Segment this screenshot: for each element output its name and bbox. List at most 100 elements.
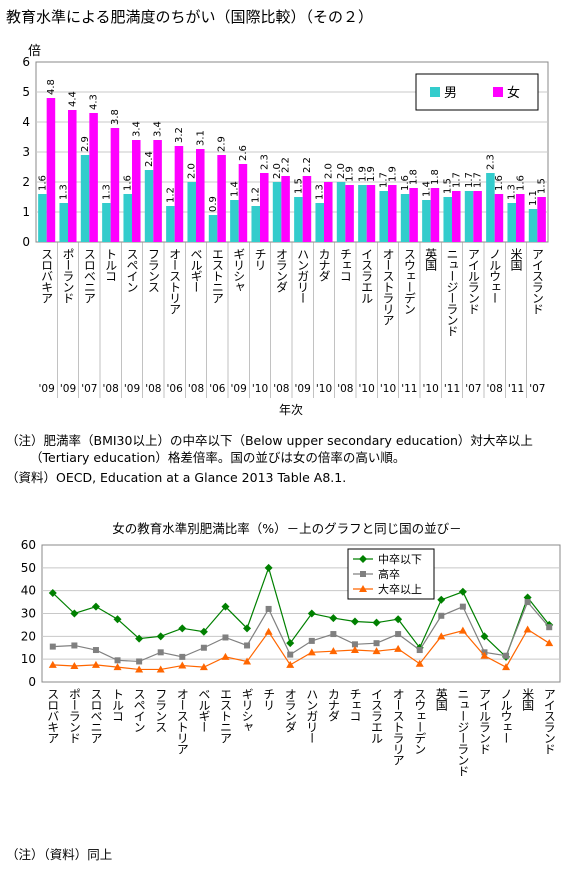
- line-category-label: オーストリア: [175, 688, 189, 755]
- y-tick-label: 0: [22, 235, 30, 249]
- category-label: スロバキア: [40, 248, 54, 304]
- legend-swatch-male: [430, 87, 440, 97]
- year-label: '07: [465, 383, 481, 395]
- note-line-2: （Tertiary education）格差倍率。国の並びは女の倍率の高い順。: [30, 450, 406, 465]
- bar-female: [537, 197, 546, 242]
- line-y-tick-label: 10: [21, 652, 36, 666]
- category-label: スペイン: [125, 248, 139, 292]
- bar-value-label: 1.2: [251, 187, 262, 203]
- note-line-1: （注）肥満率（BMI30以上）の中卒以下（Below upper seconda…: [6, 433, 533, 448]
- bar-male: [123, 194, 132, 242]
- bar-value-label: 1.3: [59, 184, 70, 200]
- line-category-label: アイスランド: [542, 688, 556, 754]
- bar-male: [358, 185, 367, 242]
- marker-triangle: [286, 660, 295, 668]
- bar-male: [80, 155, 90, 242]
- category-label: アイスランド: [530, 248, 544, 314]
- bar-female: [516, 194, 525, 242]
- bar-male: [379, 191, 388, 242]
- bar-male: [166, 206, 175, 242]
- category-label: カナダ: [317, 248, 331, 282]
- line-category-label: ノルウェー: [499, 688, 513, 743]
- bar-value-label: 1.7: [379, 172, 390, 188]
- bar-value-label: 1.6: [37, 175, 48, 191]
- marker-triangle: [178, 661, 187, 669]
- marker-triangle: [91, 660, 100, 668]
- marker-triangle: [113, 663, 122, 671]
- marker-triangle: [359, 585, 367, 592]
- bar-female: [452, 191, 461, 242]
- marker-square: [92, 647, 99, 654]
- bar-value-label: 4.8: [46, 79, 57, 95]
- line-y-tick-label: 0: [28, 675, 36, 689]
- line-category-label: スウェーデン: [413, 688, 427, 754]
- bar-value-label: 1.7: [464, 172, 475, 188]
- bar-female: [366, 185, 376, 242]
- line-category-label: ニュージーランド: [456, 688, 470, 776]
- bar-value-label: 1.3: [507, 184, 518, 200]
- bar-female: [302, 176, 312, 242]
- marker-triangle: [264, 627, 273, 635]
- y-tick-label: 2: [22, 175, 30, 189]
- bar-male: [464, 191, 474, 242]
- bar-male: [272, 182, 282, 242]
- year-label: '06: [209, 383, 226, 395]
- marker-diamond: [286, 639, 295, 648]
- y-axis-unit: 倍: [28, 44, 41, 59]
- marker-diamond: [458, 587, 467, 596]
- marker-diamond: [178, 624, 187, 633]
- year-label: '11: [508, 383, 524, 395]
- source-note: （資料）OECD, Education at a Glance 2013 Tab…: [6, 470, 347, 485]
- bar-value-label: 1.1: [528, 190, 539, 206]
- bar-female: [281, 176, 290, 242]
- year-label: '10: [252, 383, 268, 395]
- line-category-label: オーストラリア: [391, 688, 405, 766]
- bar-value-label: 4.4: [67, 91, 78, 107]
- bar-value-label: 4.3: [89, 94, 100, 110]
- legend: 男女: [415, 73, 539, 111]
- marker-diamond: [264, 563, 273, 572]
- bar-value-label: 1.3: [101, 184, 112, 200]
- y-tick-label: 3: [22, 145, 30, 159]
- bar-value-label: 1.7: [473, 172, 484, 188]
- marker-diamond: [359, 555, 367, 563]
- bar-value-label: 2.3: [485, 154, 496, 170]
- marker-square: [287, 651, 294, 658]
- marker-triangle: [523, 625, 532, 633]
- year-label: '09: [231, 383, 247, 395]
- bar-value-label: 1.9: [366, 166, 377, 182]
- bar-chart: 0 1 2 3 4 5 6倍 1.6 4.8 スロバキア '09 1.3 4.4 ポーランド '09 2.9 4…: [22, 44, 549, 417]
- line-category-label: ハンガリー: [305, 688, 319, 743]
- bar-value-label: 1.9: [357, 166, 368, 182]
- category-label: ギリシャ: [232, 248, 246, 292]
- bar-male: [102, 203, 111, 242]
- y-tick-label: 4: [22, 115, 30, 129]
- marker-square: [222, 634, 229, 641]
- line-category-label: トルコ: [111, 688, 125, 721]
- marker-triangle: [458, 626, 467, 634]
- category-label: チェコ: [338, 248, 352, 281]
- bar-value-label: 2.0: [187, 163, 198, 179]
- bar-male: [208, 215, 218, 242]
- category-label: オランダ: [274, 248, 288, 293]
- bar-female: [388, 185, 397, 242]
- bar-value-label: 3.4: [131, 121, 142, 137]
- bar-female: [473, 191, 482, 242]
- marker-square: [157, 649, 164, 656]
- year-label: '10: [359, 383, 375, 395]
- bar-value-label: 3.2: [174, 127, 185, 143]
- bar-female: [409, 188, 418, 242]
- series-line: [52, 600, 550, 663]
- y-tick-label: 6: [22, 55, 30, 69]
- series-1: [49, 599, 553, 665]
- marker-square: [179, 653, 186, 660]
- bar-male: [59, 203, 68, 242]
- bar-value-label: 2.9: [217, 136, 228, 152]
- bar-value-label: 2.0: [323, 163, 334, 179]
- marker-triangle: [48, 660, 57, 668]
- year-label: '10: [380, 383, 396, 395]
- bar-value-label: 1.5: [293, 178, 304, 194]
- marker-diamond: [70, 609, 79, 618]
- marker-square: [373, 640, 380, 647]
- bar-female: [260, 173, 269, 242]
